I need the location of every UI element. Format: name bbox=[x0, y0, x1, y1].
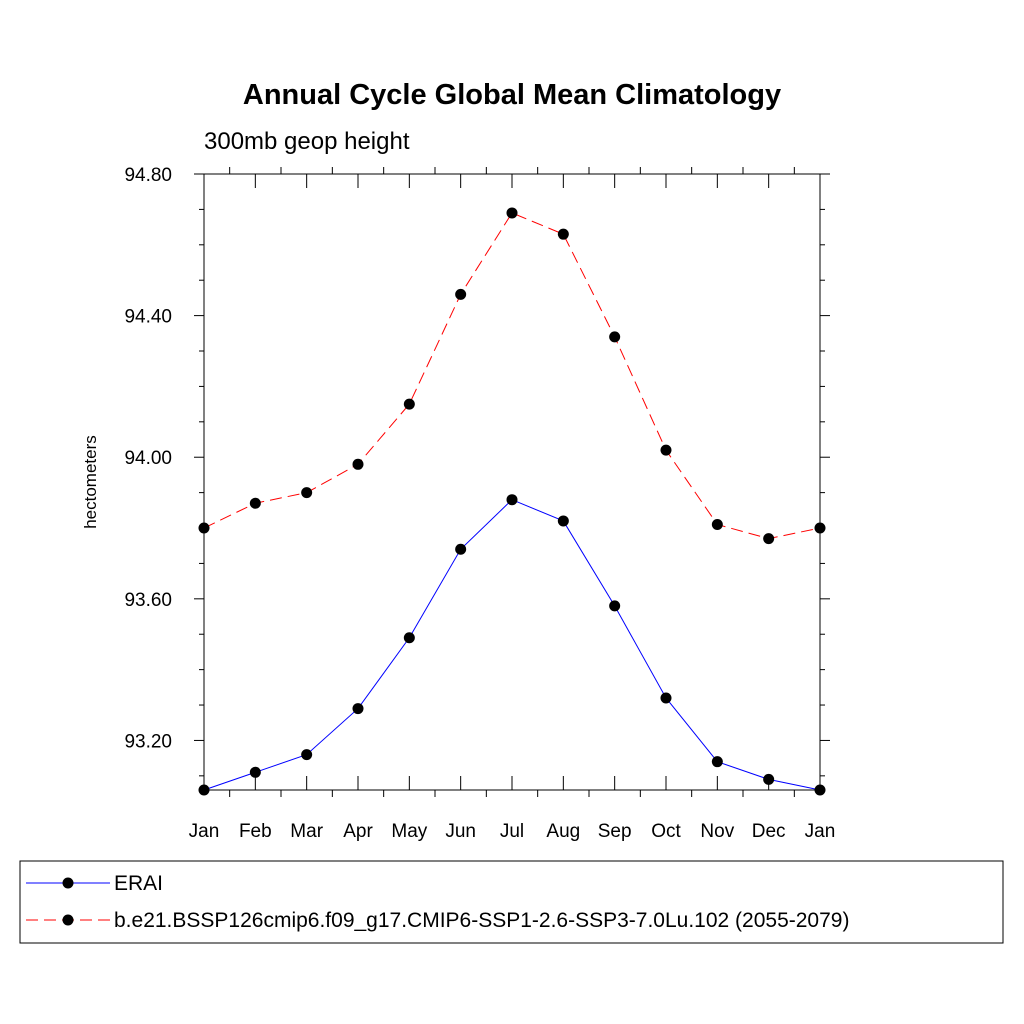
legend-marker-0 bbox=[62, 877, 74, 889]
data-point-1 bbox=[455, 288, 467, 300]
x-tick-label: Nov bbox=[700, 821, 734, 842]
data-point-0 bbox=[814, 784, 826, 796]
chart-title: Annual Cycle Global Mean Climatology bbox=[243, 79, 781, 111]
data-point-0 bbox=[249, 766, 261, 778]
x-tick-label: Jul bbox=[500, 821, 524, 842]
y-tick-label: 94.40 bbox=[124, 307, 172, 328]
data-point-1 bbox=[352, 458, 364, 470]
series-line-1 bbox=[203, 212, 821, 540]
y-tick-labels: 93.20 93.60 94.00 94.40 94.80 bbox=[124, 165, 172, 752]
axis-ticks bbox=[194, 167, 830, 797]
data-point-1 bbox=[557, 228, 569, 240]
x-tick-label: Oct bbox=[651, 821, 681, 842]
x-tick-label: Mar bbox=[290, 821, 323, 842]
series-layer bbox=[198, 207, 826, 796]
series-line-0 bbox=[203, 499, 821, 791]
data-point-0 bbox=[711, 756, 723, 768]
legend-box bbox=[19, 860, 1004, 944]
plot-frame bbox=[203, 173, 821, 791]
data-point-0 bbox=[660, 692, 672, 704]
x-tick-label: Sep bbox=[598, 821, 632, 842]
data-point-1 bbox=[301, 487, 313, 499]
x-tick-label: Aug bbox=[546, 821, 580, 842]
data-point-0 bbox=[609, 600, 621, 612]
data-point-1 bbox=[711, 518, 723, 530]
data-point-0 bbox=[763, 773, 775, 785]
data-point-1 bbox=[506, 207, 518, 219]
legend-entry-1: b.e21.BSSP126cmip6.f09_g17.CMIP6-SSP1-2.… bbox=[114, 909, 849, 932]
data-point-1 bbox=[814, 522, 826, 534]
legend: ERAI b.e21.BSSP126cmip6.f09_g17.CMIP6-SSP… bbox=[26, 872, 849, 932]
data-point-1 bbox=[249, 497, 261, 509]
x-tick-label: Jun bbox=[445, 821, 476, 842]
x-tick-label: May bbox=[391, 821, 427, 842]
x-tick-label: Dec bbox=[752, 821, 786, 842]
x-tick-label: Jan bbox=[189, 821, 220, 842]
chart-subtitle: 300mb geop height bbox=[204, 128, 410, 155]
data-point-0 bbox=[506, 494, 518, 506]
y-tick-label: 93.20 bbox=[124, 731, 172, 752]
x-tick-label: Apr bbox=[343, 821, 373, 842]
x-tick-label: Feb bbox=[239, 821, 272, 842]
data-point-0 bbox=[198, 784, 210, 796]
y-axis-label: hectometers bbox=[81, 435, 100, 529]
data-point-1 bbox=[763, 533, 775, 545]
x-tick-label: Jan bbox=[805, 821, 836, 842]
data-point-1 bbox=[403, 398, 415, 410]
data-point-0 bbox=[301, 749, 313, 761]
x-tick-labels: Jan Feb Mar Apr May Jun Jul Aug Sep Oct Nov Dec Jan bbox=[189, 821, 836, 842]
legend-entry-0: ERAI bbox=[114, 872, 163, 895]
data-point-0 bbox=[557, 515, 569, 527]
data-point-1 bbox=[609, 331, 621, 343]
y-tick-label: 94.80 bbox=[124, 165, 172, 186]
data-point-0 bbox=[403, 632, 415, 644]
y-tick-label: 94.00 bbox=[124, 448, 172, 469]
y-tick-label: 93.60 bbox=[124, 590, 172, 611]
data-point-0 bbox=[455, 543, 467, 555]
data-point-1 bbox=[660, 444, 672, 456]
legend-marker-1 bbox=[62, 914, 74, 926]
data-point-1 bbox=[198, 522, 210, 534]
data-point-0 bbox=[352, 703, 364, 715]
